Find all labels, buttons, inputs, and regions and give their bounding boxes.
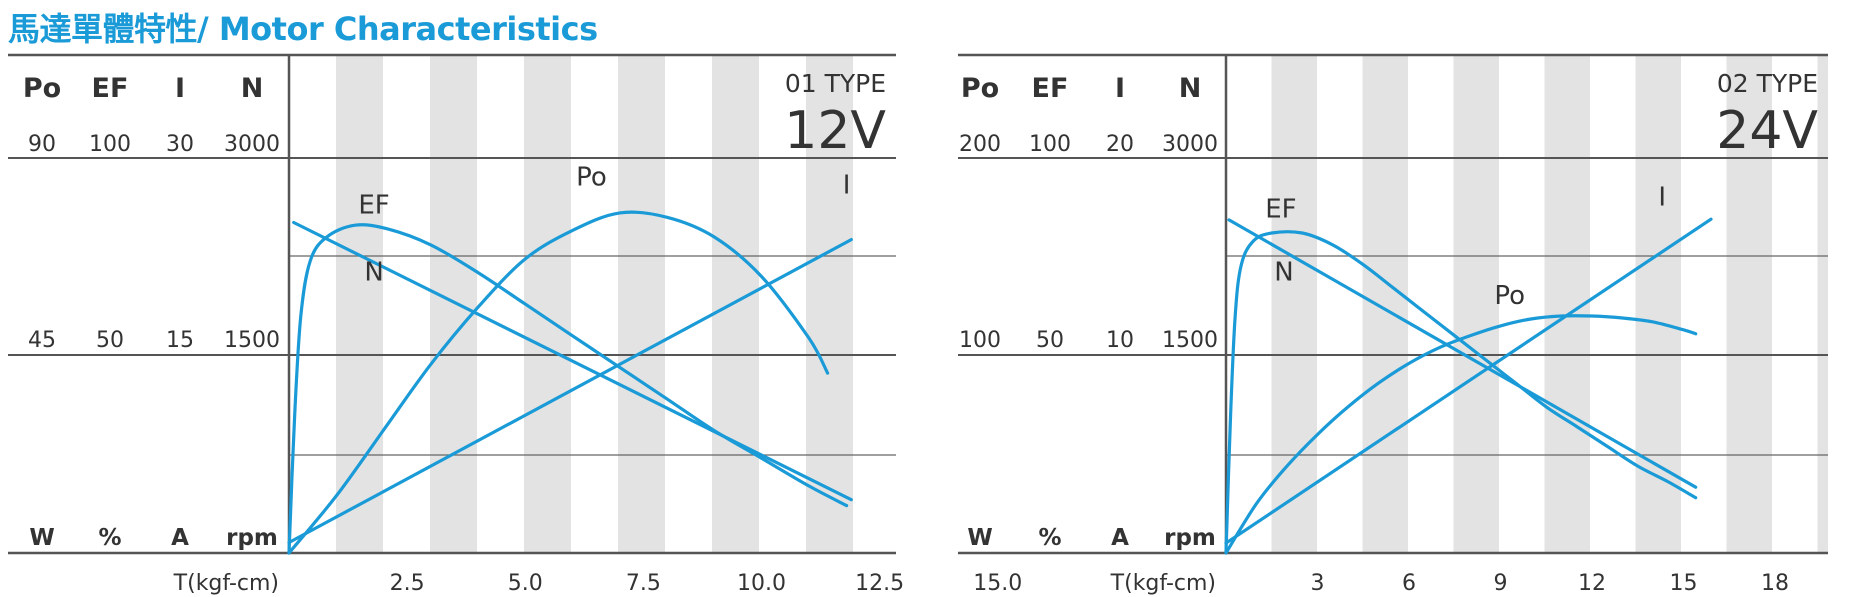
x-tick-label: 2.5 (390, 571, 425, 596)
metric-header-po: Po (23, 73, 61, 104)
series-label-n: N (364, 257, 383, 287)
metric-max-label: 3000 (1162, 132, 1218, 157)
metric-unit-label: W (967, 525, 992, 551)
chart-2: Po 200 100 W EF 100 50% I 20 10 A N 3000 1500 rpm 02 TY… (958, 53, 1828, 596)
metric-max-label: 100 (89, 132, 131, 157)
metric-max-label: 3000 (224, 132, 280, 157)
stripe (1453, 55, 1499, 553)
x-tick-label: 3 (1311, 571, 1325, 596)
x-tick-label: 12.5 (855, 571, 904, 596)
metric-header-n: N (1179, 73, 1202, 104)
metric-mid-label: 15 (166, 328, 194, 353)
x-tick-label: 12 (1578, 571, 1606, 596)
stripe (712, 55, 759, 553)
metric-mid-label: 1500 (1162, 328, 1218, 353)
series-label-ef: EF (1265, 194, 1296, 224)
metric-max-label: 30 (166, 132, 194, 157)
x-tick-label: 6 (1402, 571, 1416, 596)
stripe (1362, 55, 1408, 553)
page-title: 馬達單體特性/ Motor Characteristics (8, 10, 598, 48)
stripe (1817, 55, 1828, 553)
stripe (524, 55, 571, 553)
metric-unit-label: A (171, 525, 189, 551)
metric-mid-label: 45 (28, 328, 56, 353)
series-n-line (292, 220, 853, 502)
series-label-i: I (843, 171, 851, 201)
chart-1: Po 90 45 W EF 100 50% I 30 15 A N 3000 1500 rpm 01 TYPE… (8, 53, 1022, 596)
chart-stripes (336, 55, 853, 553)
metric-max-label: 200 (959, 132, 1001, 157)
metric-header-ef: EF (1032, 73, 1069, 104)
series-label-i: I (1658, 182, 1666, 212)
series-label-po: Po (576, 163, 607, 193)
type-label: 01 TYPE (785, 69, 886, 98)
x-tick-label: 10.0 (737, 571, 786, 596)
voltage-label: 24V (1716, 101, 1818, 161)
x-tick-label: 7.5 (626, 571, 661, 596)
voltage-label: 12V (784, 101, 886, 161)
series-po-line (1224, 314, 1698, 555)
metric-header-ef: EF (92, 73, 129, 104)
metric-max-label: 100 (1029, 132, 1071, 157)
stripe (806, 55, 853, 553)
type-label: 02 TYPE (1717, 69, 1818, 98)
stripe (336, 55, 383, 553)
metric-mid-label: 10 (1106, 328, 1134, 353)
x-axis-title: T(kgf-cm) (1110, 571, 1216, 596)
metric-mid-label: 50 (96, 328, 124, 353)
series-i-line (1224, 217, 1713, 545)
metric-header-i: I (175, 73, 185, 104)
series-label-n: N (1274, 257, 1293, 287)
chart-stripes (1271, 55, 1828, 553)
series-label-po: Po (1494, 281, 1525, 311)
x-tick-label: 18 (1761, 571, 1789, 596)
metric-max-label: 90 (28, 132, 56, 157)
metric-max-label: 20 (1106, 132, 1134, 157)
metric-header-i: I (1115, 73, 1125, 104)
metric-header-po: Po (961, 73, 999, 104)
metric-unit-label: W (29, 525, 54, 551)
stripe (618, 55, 665, 553)
metric-unit-label: rpm (1164, 525, 1216, 551)
metric-mid-label: 1500 (224, 328, 280, 353)
x-axis-title: T(kgf-cm) (173, 571, 279, 596)
stripe (1271, 55, 1317, 553)
metric-unit-label: % (98, 525, 121, 551)
metric-mid-label: 100 (959, 328, 1001, 353)
metric-unit-label: % (1038, 525, 1061, 551)
stripe (1726, 55, 1772, 553)
metric-unit-label: A (1111, 525, 1129, 551)
series-po-line (287, 210, 830, 555)
x-tick-label: 5.0 (508, 571, 543, 596)
series-n-line (1227, 218, 1698, 489)
stripe (430, 55, 477, 553)
series-i-line (287, 238, 853, 545)
metric-unit-label: rpm (226, 525, 278, 551)
x-tick-label: 9 (1494, 571, 1508, 596)
series-ef-line (1224, 230, 1698, 555)
x-tick-label: 15.0 (973, 571, 1022, 596)
metric-header-n: N (241, 73, 264, 104)
metric-mid-label: 50 (1036, 328, 1064, 353)
series-label-ef: EF (358, 190, 389, 220)
x-tick-label: 15 (1670, 571, 1698, 596)
